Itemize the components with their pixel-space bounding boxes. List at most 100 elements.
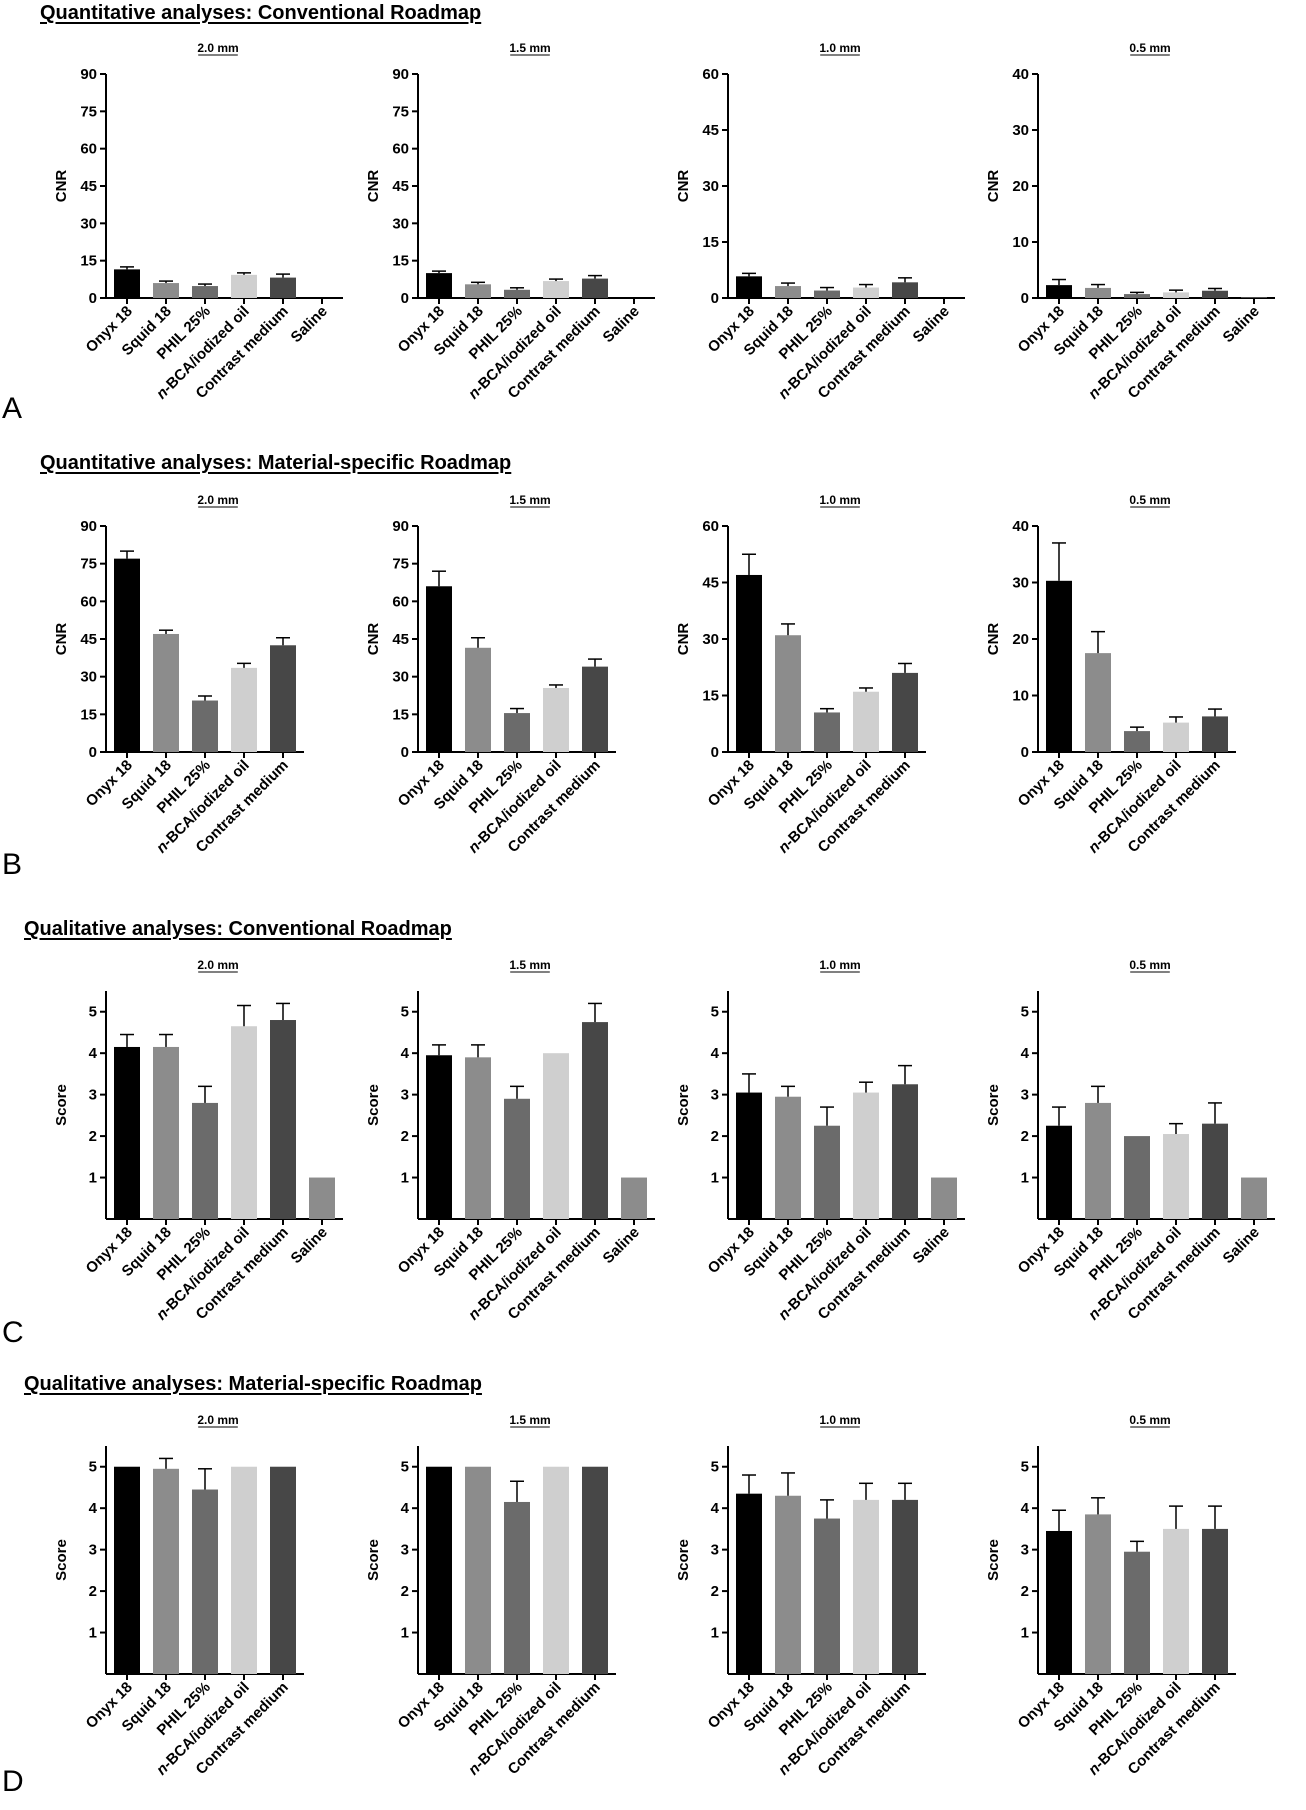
bar-phil-25 <box>1124 1551 1150 1674</box>
bar-contrast-medium <box>270 645 296 752</box>
y-tick-label: 30 <box>80 669 97 686</box>
y-tick-label: 5 <box>1021 1004 1029 1021</box>
bar-n-bca-iodized-oil <box>1163 292 1189 298</box>
y-axis-label: Score <box>365 1084 382 1126</box>
y-tick-label: 60 <box>392 593 409 610</box>
y-tick-label: 4 <box>711 1045 720 1062</box>
bar-saline <box>931 1177 957 1219</box>
bar-onyx-18 <box>1046 1125 1072 1219</box>
y-tick-label: 10 <box>1012 234 1029 251</box>
bar-squid-18 <box>153 1046 179 1219</box>
y-tick-label: 30 <box>1012 122 1029 139</box>
bar-phil-25 <box>504 1501 530 1674</box>
bar-squid-18 <box>465 1057 491 1219</box>
bar-onyx-18 <box>114 1466 140 1674</box>
y-tick-label: 0 <box>401 290 409 307</box>
bar-saline <box>309 1177 335 1219</box>
y-tick-label: 60 <box>392 141 409 158</box>
row-title-quantitative-material: Quantitative analyses: Material-specific… <box>40 452 512 474</box>
x-tick-label: Saline <box>600 1224 643 1267</box>
y-tick-label: 5 <box>89 1004 97 1021</box>
bar-contrast-medium <box>270 1466 296 1674</box>
bar-squid-18 <box>775 635 801 752</box>
x-tick-label: Saline <box>600 303 643 346</box>
y-tick-label: 2 <box>1021 1583 1029 1600</box>
bar-contrast-medium <box>1202 716 1228 752</box>
bar-squid-18 <box>465 1466 491 1674</box>
bar-contrast-medium <box>892 282 918 298</box>
bar-phil-25 <box>1124 294 1150 298</box>
bar-saline <box>1241 297 1267 298</box>
y-tick-label: 1 <box>89 1170 97 1187</box>
bar-phil-25 <box>814 1518 840 1674</box>
y-tick-label: 90 <box>392 518 409 535</box>
y-tick-label: 0 <box>89 744 97 761</box>
row-letter-d: D <box>2 1765 24 1798</box>
y-axis-label: CNR <box>675 623 692 656</box>
y-tick-label: 1 <box>401 1170 409 1187</box>
y-tick-label: 1 <box>89 1625 97 1642</box>
bar-contrast-medium <box>1202 1123 1228 1219</box>
y-axis-label: Score <box>675 1539 692 1581</box>
bar-onyx-18 <box>114 269 140 298</box>
y-tick-label: 45 <box>80 631 97 648</box>
bar-squid-18 <box>1085 653 1111 752</box>
y-tick-label: 1 <box>711 1170 719 1187</box>
bar-contrast-medium <box>582 278 608 298</box>
bar-n-bca-iodized-oil <box>853 287 879 298</box>
y-tick-label: 90 <box>80 66 97 83</box>
panel-title: 1.5 mm <box>509 958 550 972</box>
bar-onyx-18 <box>1046 285 1072 298</box>
y-axis-label: Score <box>985 1084 1002 1126</box>
y-tick-label: 30 <box>392 215 409 232</box>
y-tick-label: 20 <box>1012 631 1029 648</box>
y-tick-label: 4 <box>401 1045 410 1062</box>
y-tick-label: 4 <box>711 1500 720 1517</box>
bar-phil-25 <box>1124 731 1150 752</box>
bar-n-bca-iodized-oil <box>231 667 257 752</box>
y-tick-label: 15 <box>80 706 97 723</box>
bar-n-bca-iodized-oil <box>853 1499 879 1674</box>
bar-phil-25 <box>192 1489 218 1674</box>
bar-squid-18 <box>775 1096 801 1219</box>
panel-title: 1.5 mm <box>509 493 550 507</box>
panel-title: 1.0 mm <box>819 41 860 55</box>
bar-onyx-18 <box>1046 580 1072 752</box>
y-tick-label: 2 <box>89 1583 97 1600</box>
y-tick-label: 2 <box>711 1583 719 1600</box>
bar-phil-25 <box>504 1098 530 1219</box>
x-tick-label: Saline <box>910 303 953 346</box>
bar-squid-18 <box>1085 287 1111 298</box>
bar-onyx-18 <box>114 558 140 752</box>
y-tick-label: 5 <box>711 1004 719 1021</box>
bar-contrast-medium <box>582 1022 608 1219</box>
x-tick-label: Saline <box>910 1224 953 1267</box>
y-tick-label: 15 <box>702 688 719 705</box>
row-title-qualitative-conventional: Qualitative analyses: Conventional Roadm… <box>24 918 452 940</box>
row-letter-a: A <box>2 392 23 425</box>
bar-phil-25 <box>814 290 840 298</box>
y-tick-label: 30 <box>702 178 719 195</box>
y-tick-label: 30 <box>702 631 719 648</box>
bar-contrast-medium <box>1202 290 1228 298</box>
bar-contrast-medium <box>892 1499 918 1674</box>
y-tick-label: 45 <box>392 178 409 195</box>
y-tick-label: 2 <box>711 1128 719 1145</box>
panel-title: 2.0 mm <box>197 958 238 972</box>
y-tick-label: 10 <box>1012 688 1029 705</box>
y-tick-label: 1 <box>1021 1170 1029 1187</box>
y-tick-label: 30 <box>392 669 409 686</box>
bar-onyx-18 <box>736 1092 762 1219</box>
y-tick-label: 0 <box>1021 744 1029 761</box>
y-tick-label: 3 <box>89 1087 97 1104</box>
